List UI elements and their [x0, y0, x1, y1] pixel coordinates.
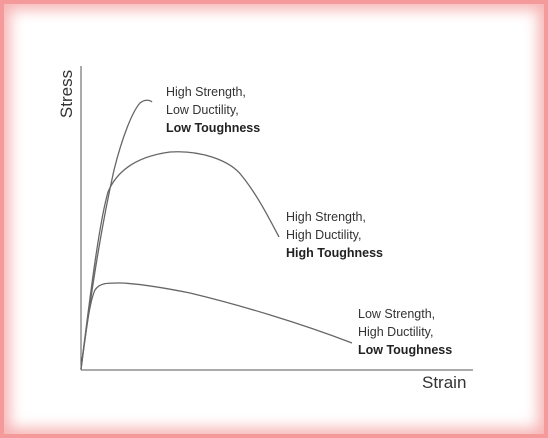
annotation-toughness: Low Toughness	[166, 121, 261, 135]
annotation-line: High Strength,	[166, 85, 246, 99]
y-axis-label: Stress	[57, 69, 76, 119]
annotation-high-strength-low-ductility: High Strength, Low Ductility, Low Toughn…	[166, 83, 260, 137]
annotation-low-strength-high-ductility: Low Strength, High Ductility, Low Toughn…	[358, 305, 452, 359]
annotation-toughness: Low Toughness	[358, 343, 453, 357]
annotation-toughness: High Toughness	[286, 246, 383, 260]
annotation-line: High Strength,	[286, 210, 366, 224]
annotation-high-strength-high-ductility: High Strength, High Ductility, High Toug…	[286, 208, 383, 262]
curve-high-strength-low-ductility	[80, 99, 153, 370]
annotation-line: Low Strength,	[358, 307, 436, 321]
x-axis-label: Strain	[422, 373, 467, 392]
curve-high-strength-high-ductility	[80, 151, 280, 370]
annotation-line: Low Ductility,	[166, 103, 239, 117]
annotation-line: High Ductility,	[286, 228, 362, 242]
curve-low-strength-high-ductility	[80, 282, 353, 370]
annotation-line: High Ductility,	[358, 325, 434, 339]
